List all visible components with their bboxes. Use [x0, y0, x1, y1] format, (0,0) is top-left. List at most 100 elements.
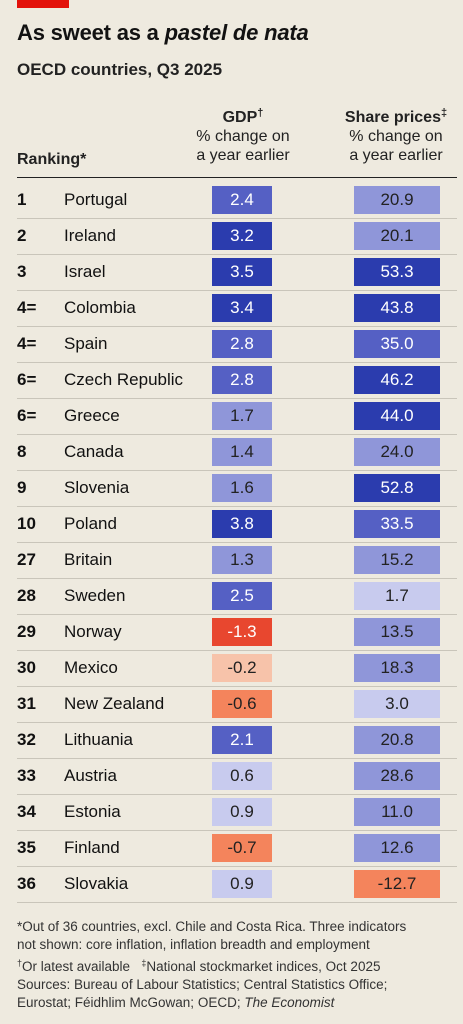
rank-label: 6= [17, 406, 37, 425]
gdp-value-cell: 2.1 [212, 726, 272, 754]
footnote-line: *Out of 36 countries, excl. Chile and Co… [17, 919, 407, 934]
gdp-column-header: GDP† % change on a year earlier [183, 104, 303, 165]
rank-label: 27 [17, 550, 36, 569]
table-row: 1 Portugal 2.4 20.9 [0, 183, 463, 219]
footnote-line: Eurostat; Féidhlim McGowan; OECD; The Ec… [17, 995, 335, 1010]
rank-label: 4= [17, 334, 37, 353]
country-label: Greece [64, 406, 120, 425]
rank-label: 32 [17, 730, 36, 749]
rank-label: 1 [17, 190, 27, 209]
gdp-value-cell: 1.3 [212, 546, 272, 574]
rank-label: 36 [17, 874, 36, 893]
table-row: 10 Poland 3.8 33.5 [0, 507, 463, 543]
table-row: 8 Canada 1.4 24.0 [0, 435, 463, 471]
share-price-value-cell: 53.3 [354, 258, 440, 286]
chart-title: As sweet as a pastel de nata [17, 20, 309, 46]
gdp-value-cell: 2.4 [212, 186, 272, 214]
share-price-value-cell: 20.1 [354, 222, 440, 250]
share-price-value-cell: 13.5 [354, 618, 440, 646]
gdp-value-cell: 3.4 [212, 294, 272, 322]
share-price-value-cell: 33.5 [354, 510, 440, 538]
country-label: Canada [64, 442, 124, 461]
country-label: Finland [64, 838, 120, 857]
share-price-value-cell: 11.0 [354, 798, 440, 826]
gdp-value-cell: 0.9 [212, 798, 272, 826]
share-price-value-cell: -12.7 [354, 870, 440, 898]
share-prices-column-header: Share prices‡ % change on a year earlier [334, 104, 458, 165]
share-price-value-cell: 20.9 [354, 186, 440, 214]
share-price-value-cell: 15.2 [354, 546, 440, 574]
table-row: 32 Lithuania 2.1 20.8 [0, 723, 463, 759]
row-divider [17, 254, 457, 255]
share-price-value-cell: 44.0 [354, 402, 440, 430]
country-label: Spain [64, 334, 108, 353]
gdp-value-cell: -0.6 [212, 690, 272, 718]
gdp-value-cell: 3.5 [212, 258, 272, 286]
share-price-value-cell: 46.2 [354, 366, 440, 394]
ranking-column-header: Ranking* [17, 151, 87, 168]
footnote-line: not shown: core inflation, inflation bre… [17, 937, 370, 952]
gdp-header-sub1: % change on [196, 128, 290, 145]
country-label: Lithuania [64, 730, 134, 749]
row-divider [17, 866, 457, 867]
rank-label: 4= [17, 298, 37, 317]
rank-label: 2 [17, 226, 27, 245]
row-divider [17, 650, 457, 651]
rank-label: 8 [17, 442, 27, 461]
gdp-value-cell: 3.8 [212, 510, 272, 538]
row-divider [17, 290, 457, 291]
country-label: Colombia [64, 298, 136, 317]
table-row: 9 Slovenia 1.6 52.8 [0, 471, 463, 507]
table-row: 35 Finland -0.7 12.6 [0, 831, 463, 867]
country-label: Israel [64, 262, 106, 281]
rank-label: 3 [17, 262, 27, 281]
rank-label: 33 [17, 766, 36, 785]
gdp-value-cell: 2.5 [212, 582, 272, 610]
row-divider [17, 470, 457, 471]
share-price-value-cell: 18.3 [354, 654, 440, 682]
gdp-value-cell: 0.6 [212, 762, 272, 790]
gdp-value-cell: 1.6 [212, 474, 272, 502]
table-row: 34 Estonia 0.9 11.0 [0, 795, 463, 831]
share-price-value-cell: 35.0 [354, 330, 440, 358]
gdp-value-cell: -0.2 [212, 654, 272, 682]
share-price-value-cell: 52.8 [354, 474, 440, 502]
country-label: Norway [64, 622, 122, 641]
gdp-header-title: GDP† [222, 107, 264, 126]
table-row: 6= Greece 1.7 44.0 [0, 399, 463, 435]
row-divider [17, 902, 457, 903]
row-divider [17, 218, 457, 219]
dagger-mark: † [257, 107, 264, 119]
table-row: 36 Slovakia 0.9 -12.7 [0, 867, 463, 903]
table-row: 29 Norway -1.3 13.5 [0, 615, 463, 651]
table-row: 2 Ireland 3.2 20.1 [0, 219, 463, 255]
rank-label: 30 [17, 658, 36, 677]
share-price-value-cell: 28.6 [354, 762, 440, 790]
row-divider [17, 578, 457, 579]
gdp-value-cell: 3.2 [212, 222, 272, 250]
gdp-value-cell: -0.7 [212, 834, 272, 862]
rank-label: 35 [17, 838, 36, 857]
country-label: Portugal [64, 190, 128, 209]
table-row: 27 Britain 1.3 15.2 [0, 543, 463, 579]
country-label: Mexico [64, 658, 118, 677]
gdp-value-cell: 1.7 [212, 402, 272, 430]
gdp-value-cell: 0.9 [212, 870, 272, 898]
row-divider [17, 362, 457, 363]
table-row: 33 Austria 0.6 28.6 [0, 759, 463, 795]
rank-label: 28 [17, 586, 36, 605]
gdp-value-cell: 2.8 [212, 366, 272, 394]
table-row: 28 Sweden 2.5 1.7 [0, 579, 463, 615]
row-divider [17, 686, 457, 687]
row-divider [17, 722, 457, 723]
title-italic-text: pastel de nata [164, 20, 309, 45]
share-prices-header-sub1: % change on [349, 128, 443, 145]
rank-label: 6= [17, 370, 37, 389]
row-divider [17, 830, 457, 831]
gdp-value-cell: 2.8 [212, 330, 272, 358]
share-prices-header-title: Share prices‡ [344, 107, 448, 126]
country-label: Estonia [64, 802, 121, 821]
country-label: Czech Republic [64, 370, 184, 389]
row-divider [17, 542, 457, 543]
share-price-value-cell: 1.7 [354, 582, 440, 610]
